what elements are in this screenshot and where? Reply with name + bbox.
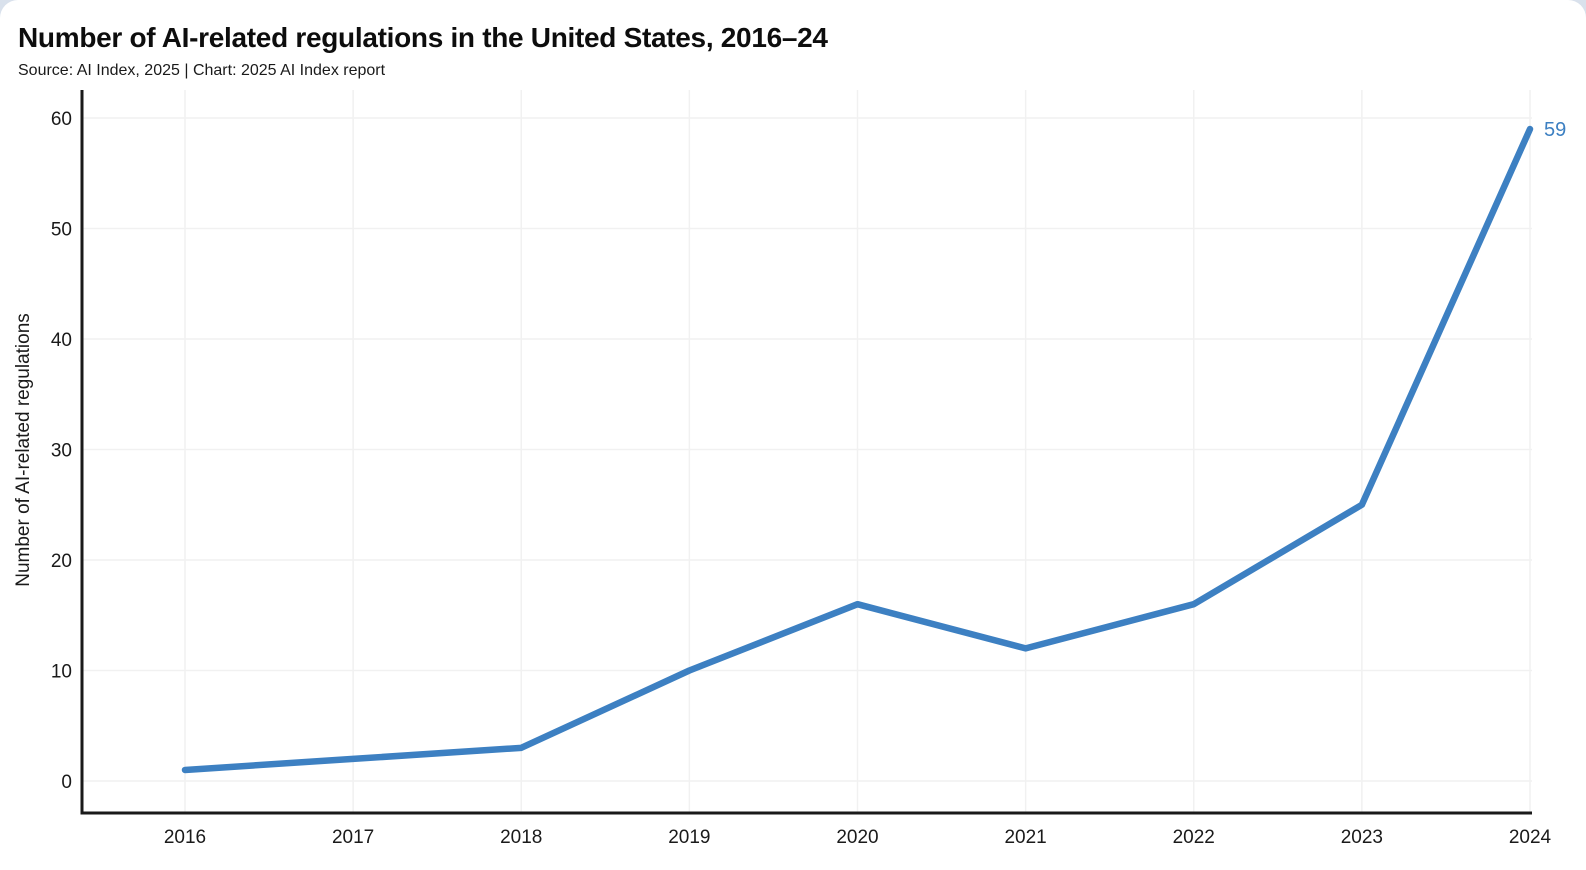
y-tick-label: 50 xyxy=(51,220,72,241)
chart-title: Number of AI-related regulations in the … xyxy=(18,22,828,53)
y-tick-label: 20 xyxy=(51,551,72,572)
chart-subtitle: Source: AI Index, 2025 | Chart: 2025 AI … xyxy=(18,62,386,80)
axes xyxy=(80,90,1532,815)
x-tick-label: 2017 xyxy=(332,827,374,848)
x-tick-label: 2023 xyxy=(1341,827,1383,848)
y-tick-label: 0 xyxy=(61,772,72,793)
y-axis-tick-labels: 0 10 20 30 40 50 60 xyxy=(51,109,72,793)
x-tick-label: 2019 xyxy=(668,827,710,848)
y-tick-label: 30 xyxy=(51,441,72,462)
x-tick-label: 2022 xyxy=(1173,827,1215,848)
y-tick-label: 40 xyxy=(51,330,72,351)
y-tick-label: 10 xyxy=(51,662,72,683)
x-tick-label: 2024 xyxy=(1509,827,1552,848)
x-tick-label: 2016 xyxy=(164,827,206,848)
y-tick-label: 60 xyxy=(51,109,72,130)
x-tick-label: 2021 xyxy=(1004,827,1046,848)
x-tick-label: 2020 xyxy=(836,827,878,848)
y-axis-title: Number of AI-related regulations xyxy=(13,313,34,587)
data-line-series xyxy=(181,125,1534,774)
vertical-gridlines xyxy=(184,90,1531,813)
x-tick-label: 2018 xyxy=(500,827,542,848)
x-axis-tick-labels: 2016 2017 2018 2019 2020 2021 2022 2023 2024 xyxy=(164,827,1552,848)
horizontal-gridlines xyxy=(83,117,1532,782)
end-value-label: 59 xyxy=(1544,119,1566,141)
chart-header: Number of AI-related regulations in the … xyxy=(18,22,828,80)
